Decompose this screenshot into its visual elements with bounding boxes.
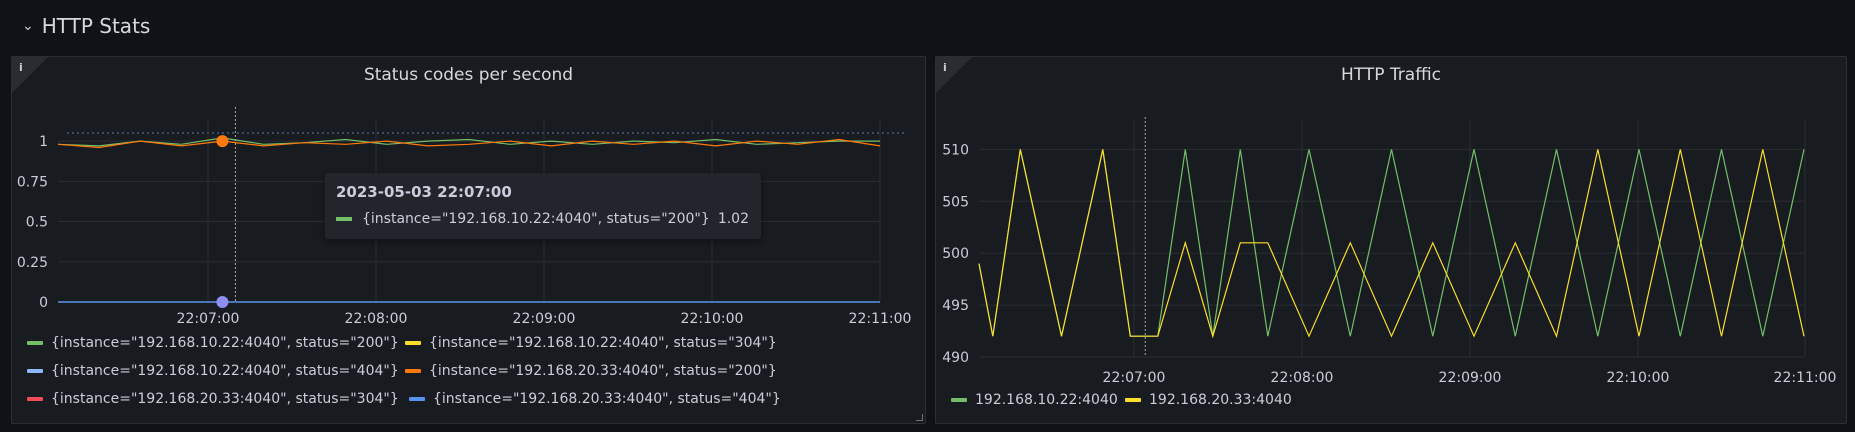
legend-swatch xyxy=(951,398,967,402)
x-tick-label: 22:08:00 xyxy=(345,311,408,327)
panel-corner xyxy=(12,57,48,93)
panel-corner xyxy=(936,57,972,93)
resize-handle[interactable] xyxy=(916,414,923,421)
tooltip-value: 1.02 xyxy=(717,211,749,227)
panel-title[interactable]: HTTP Traffic xyxy=(1341,65,1441,85)
y-tick-label: 505 xyxy=(942,194,969,210)
x-tick-label: 22:09:00 xyxy=(1439,370,1502,386)
y-tick-label: 510 xyxy=(942,142,969,158)
info-icon[interactable]: i xyxy=(943,61,947,74)
x-tick-label: 22:07:00 xyxy=(177,311,240,327)
legend-item[interactable]: 192.168.20.33:4040 xyxy=(1125,392,1292,408)
legend-item[interactable]: {instance="192.168.20.33:4040", status="… xyxy=(409,391,781,407)
y-tick-label: 0.75 xyxy=(17,174,48,190)
legend-swatch xyxy=(27,341,43,345)
x-tick-label: 22:09:00 xyxy=(513,311,576,327)
legend-item[interactable]: {instance="192.168.10.22:4040", status="… xyxy=(27,363,399,379)
x-tick-label: 22:07:00 xyxy=(1103,370,1166,386)
y-tick-label: 500 xyxy=(942,246,969,262)
info-icon[interactable]: i xyxy=(19,61,23,74)
tooltip-series-row: {instance="192.168.10.22:4040", status="… xyxy=(336,211,710,227)
legend-label: {instance="192.168.10.22:4040", status="… xyxy=(429,335,777,351)
x-tick-label: 22:08:00 xyxy=(1271,370,1334,386)
legend-swatch xyxy=(1125,398,1141,402)
y-tick-label: 1 xyxy=(39,134,48,150)
y-tick-label: 0.25 xyxy=(17,255,48,271)
series-line xyxy=(978,149,1805,337)
legend-swatch xyxy=(27,369,43,373)
x-tick-label: 22:11:00 xyxy=(849,311,912,327)
x-tick-label: 22:11:00 xyxy=(1774,370,1837,386)
series-line xyxy=(57,138,881,149)
legend-swatch xyxy=(27,397,43,401)
legend-label: 192.168.10.22:4040 xyxy=(975,392,1118,408)
panel-status-codes: i Status codes per second 1 0.75 0.5 0.25 0 2… xyxy=(11,56,926,424)
hover-point xyxy=(216,296,229,308)
panel-http-traffic: i HTTP Traffic 510 505 500 495 490 22:07:00 22… xyxy=(935,56,1847,424)
legend-label: {instance="192.168.10.22:4040", status="… xyxy=(51,363,399,379)
row-title: HTTP Stats xyxy=(41,14,151,38)
tooltip-swatch xyxy=(336,217,352,221)
series-line xyxy=(978,149,1805,339)
legend-swatch xyxy=(405,341,421,345)
chart-tooltip: 2023-05-03 22:07:00 {instance="192.168.1… xyxy=(325,173,761,239)
legend-item[interactable]: 192.168.10.22:4040 xyxy=(951,392,1118,408)
legend-label: {instance="192.168.20.33:4040", status="… xyxy=(429,363,777,379)
legend-item[interactable]: {instance="192.168.10.22:4040", status="… xyxy=(27,335,399,351)
hover-point xyxy=(216,135,229,148)
legend-swatch xyxy=(409,397,425,401)
legend-item[interactable]: {instance="192.168.20.33:4040", status="… xyxy=(405,363,777,379)
legend-item[interactable]: {instance="192.168.20.33:4040", status="… xyxy=(27,391,399,407)
legend-label: {instance="192.168.10.22:4040", status="… xyxy=(51,335,399,351)
x-tick-label: 22:10:00 xyxy=(681,311,744,327)
panel-title[interactable]: Status codes per second xyxy=(363,65,574,85)
row-header-http-stats[interactable]: ⌄ HTTP Stats xyxy=(22,10,150,42)
status-codes-chart[interactable]: 1 0.75 0.5 0.25 0 22:07:00 22:08:00 22:09:00 22:… xyxy=(12,57,927,425)
y-tick-label: 0.5 xyxy=(26,215,48,231)
legend-label: {instance="192.168.20.33:4040", status="… xyxy=(433,391,781,407)
legend-item[interactable]: {instance="192.168.10.22:4040", status="… xyxy=(405,335,777,351)
x-tick-label: 22:10:00 xyxy=(1607,370,1670,386)
legend-label: {instance="192.168.20.33:4040", status="… xyxy=(51,391,399,407)
chevron-down-icon[interactable]: ⌄ xyxy=(22,18,34,34)
y-tick-label: 0 xyxy=(39,295,48,311)
y-tick-label: 490 xyxy=(942,350,969,366)
tooltip-series-label: {instance="192.168.10.22:4040", status="… xyxy=(362,211,710,227)
y-tick-label: 495 xyxy=(942,298,969,314)
tooltip-time: 2023-05-03 22:07:00 xyxy=(336,183,512,201)
legend-swatch xyxy=(405,369,421,373)
legend-label: 192.168.20.33:4040 xyxy=(1149,392,1292,408)
http-traffic-chart[interactable]: 510 505 500 495 490 22:07:00 22:08:00 22:09:00 2… xyxy=(936,57,1848,425)
